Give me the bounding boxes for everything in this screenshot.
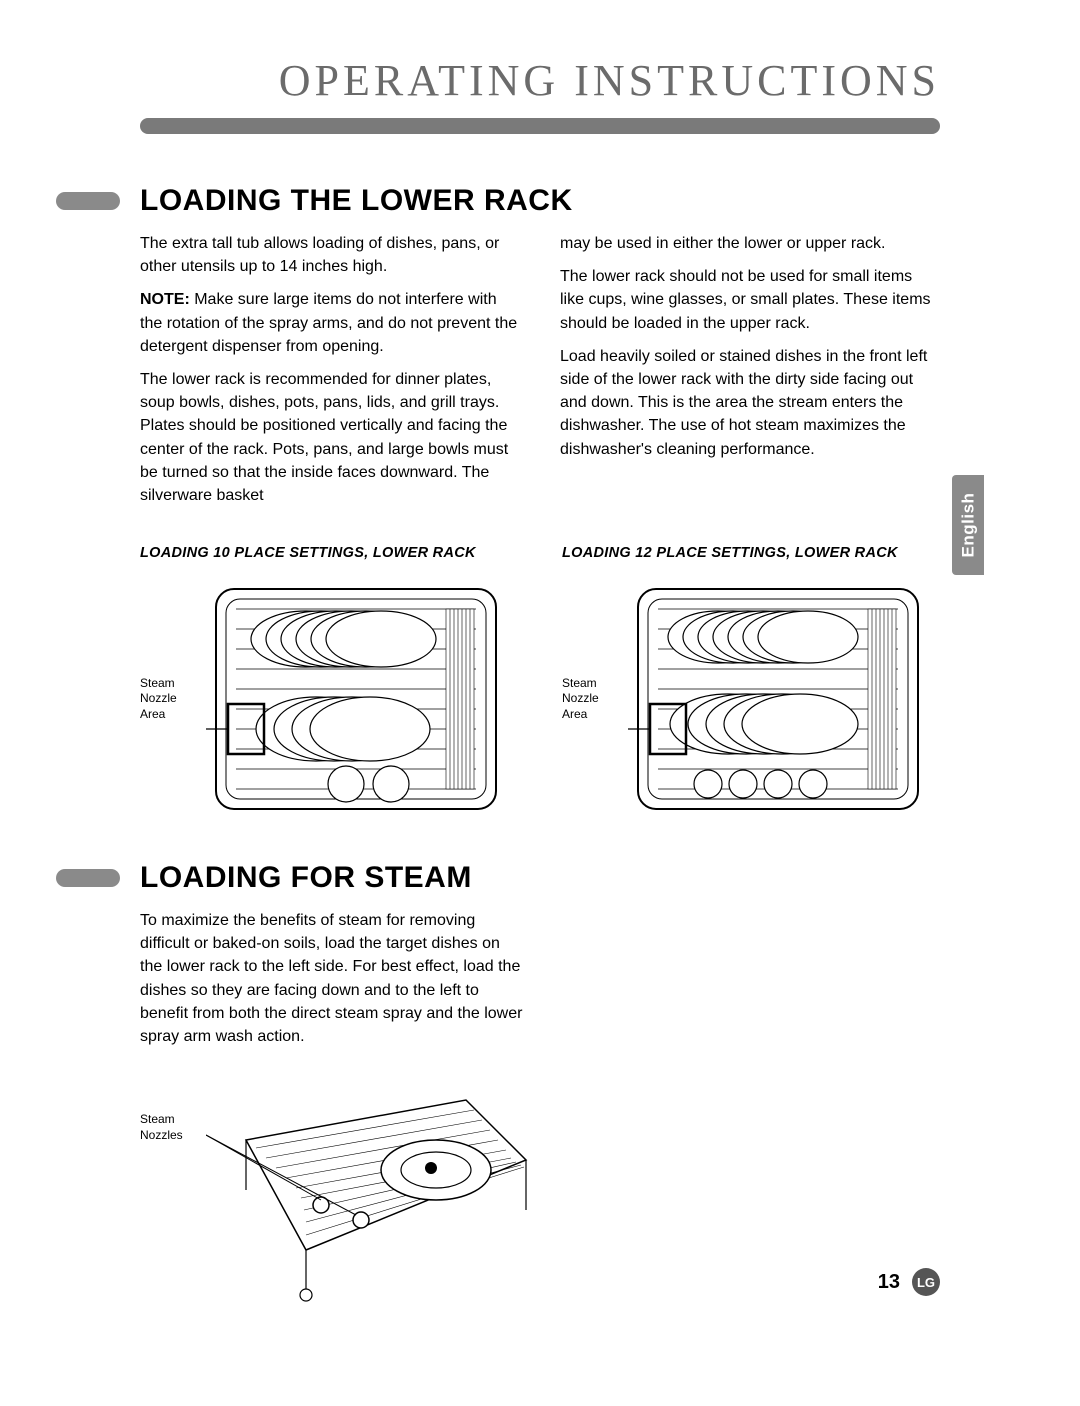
heading-pill-icon bbox=[56, 869, 120, 887]
para: Load heavily soiled or stained dishes in… bbox=[560, 345, 940, 461]
section-1-title: LOADING THE LOWER RACK bbox=[140, 184, 573, 218]
label-line: Steam bbox=[562, 676, 622, 692]
label-line: Area bbox=[562, 707, 622, 723]
para: The extra tall tub allows loading of dis… bbox=[140, 232, 520, 278]
page-number: 13 bbox=[878, 1271, 900, 1294]
para: may be used in either the lower or upper… bbox=[560, 232, 940, 255]
subhead-12-place: LOADING 12 PLACE SETTINGS, LOWER RACK bbox=[562, 545, 940, 561]
section-2-title: LOADING FOR STEAM bbox=[140, 861, 472, 895]
note-text: Make sure large items do not interfere w… bbox=[140, 291, 517, 354]
steam-nozzles-label: Steam Nozzles bbox=[140, 1112, 200, 1143]
diagram-10-place: Steam Nozzle Area bbox=[140, 579, 518, 819]
section-1-left-column: The extra tall tub allows loading of dis… bbox=[140, 232, 520, 517]
label-line: Nozzles bbox=[140, 1128, 200, 1144]
diagram-12-place: Steam Nozzle Area bbox=[562, 579, 940, 819]
section-1-right-column: may be used in either the lower or upper… bbox=[560, 232, 940, 517]
diagram-subheads: LOADING 10 PLACE SETTINGS, LOWER RACK LO… bbox=[140, 545, 940, 561]
language-tab: English bbox=[952, 475, 984, 575]
page-title: OPERATING INSTRUCTIONS bbox=[0, 0, 1080, 118]
rack-diagram-icon bbox=[628, 579, 928, 819]
section-1-heading: LOADING THE LOWER RACK bbox=[56, 184, 940, 218]
label-line: Area bbox=[140, 707, 200, 723]
label-line: Nozzle bbox=[562, 691, 622, 707]
steam-nozzle-area-label: Steam Nozzle Area bbox=[562, 676, 622, 723]
rack-diagram-icon bbox=[206, 579, 506, 819]
language-tab-text: English bbox=[958, 493, 978, 558]
lg-logo-icon: LG bbox=[912, 1268, 940, 1296]
steam-rack-diagram-icon bbox=[206, 1070, 536, 1310]
label-line: Steam bbox=[140, 1112, 200, 1128]
title-divider-bar bbox=[140, 118, 940, 134]
section-2-text: To maximize the benefits of steam for re… bbox=[140, 909, 524, 1048]
note-label: NOTE: bbox=[140, 291, 190, 308]
page-footer: 13 LG bbox=[878, 1268, 940, 1296]
steam-diagram-block: Steam Nozzles bbox=[140, 1070, 940, 1310]
label-line: Nozzle bbox=[140, 691, 200, 707]
rack-diagrams-row: Steam Nozzle Area bbox=[140, 579, 940, 819]
section-2-heading: LOADING FOR STEAM bbox=[56, 861, 940, 895]
subhead-10-place: LOADING 10 PLACE SETTINGS, LOWER RACK bbox=[140, 545, 518, 561]
para: To maximize the benefits of steam for re… bbox=[140, 909, 524, 1048]
para: The lower rack is recommended for dinner… bbox=[140, 368, 520, 507]
label-line: Steam bbox=[140, 676, 200, 692]
para-note: NOTE: Make sure large items do not inter… bbox=[140, 288, 520, 358]
heading-pill-icon bbox=[56, 192, 120, 210]
para: The lower rack should not be used for sm… bbox=[560, 265, 940, 335]
steam-nozzle-area-label: Steam Nozzle Area bbox=[140, 676, 200, 723]
section-1-columns: The extra tall tub allows loading of dis… bbox=[140, 232, 940, 517]
